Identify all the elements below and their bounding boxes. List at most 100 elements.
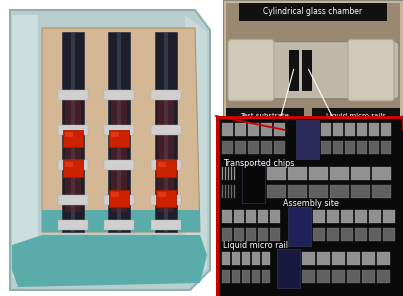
Bar: [341, 210, 353, 223]
FancyBboxPatch shape: [227, 41, 399, 99]
Bar: [234, 167, 235, 180]
Bar: [111, 192, 119, 197]
Bar: [372, 167, 391, 180]
Bar: [63, 130, 83, 147]
Bar: [252, 252, 260, 265]
Bar: [369, 228, 381, 241]
Bar: [312, 108, 400, 124]
Bar: [228, 185, 229, 198]
Bar: [235, 141, 246, 154]
Text: Liquid micro rails: Liquid micro rails: [326, 113, 386, 119]
Bar: [313, 210, 325, 223]
Bar: [289, 49, 299, 91]
Polygon shape: [158, 92, 174, 212]
Bar: [151, 220, 181, 230]
Bar: [357, 123, 367, 136]
Polygon shape: [42, 28, 200, 232]
Bar: [327, 228, 339, 241]
Text: Cylindrical glass chamber: Cylindrical glass chamber: [264, 7, 363, 17]
Bar: [302, 270, 315, 283]
Bar: [158, 192, 166, 197]
Bar: [369, 141, 379, 154]
Bar: [351, 185, 370, 198]
Bar: [104, 220, 134, 230]
Bar: [262, 270, 270, 283]
Bar: [274, 141, 285, 154]
Bar: [239, 3, 387, 21]
Bar: [151, 160, 181, 170]
Bar: [330, 185, 349, 198]
Bar: [381, 141, 391, 154]
Bar: [242, 164, 265, 203]
Text: Test substrate: Test substrate: [241, 113, 289, 119]
Bar: [104, 160, 134, 170]
Bar: [221, 166, 401, 201]
Bar: [261, 141, 272, 154]
Bar: [345, 141, 355, 154]
Bar: [156, 190, 176, 207]
Bar: [221, 209, 401, 244]
Bar: [321, 123, 331, 136]
Bar: [296, 120, 319, 159]
Bar: [288, 185, 307, 198]
Bar: [226, 3, 400, 127]
Bar: [362, 252, 375, 265]
Bar: [332, 270, 345, 283]
Bar: [246, 210, 256, 223]
Polygon shape: [65, 92, 81, 212]
Bar: [381, 123, 391, 136]
Bar: [222, 141, 233, 154]
Text: Liquid micro rail: Liquid micro rail: [223, 242, 288, 250]
Polygon shape: [111, 92, 127, 212]
Bar: [377, 252, 390, 265]
Bar: [223, 0, 403, 130]
Bar: [158, 162, 166, 167]
Bar: [221, 122, 401, 157]
Bar: [65, 162, 73, 167]
Bar: [317, 252, 330, 265]
Bar: [109, 130, 129, 147]
Bar: [301, 49, 312, 91]
Bar: [221, 251, 401, 286]
Bar: [267, 185, 286, 198]
Bar: [156, 160, 176, 177]
Bar: [111, 132, 119, 137]
Bar: [242, 252, 250, 265]
Bar: [104, 195, 134, 205]
Polygon shape: [42, 210, 200, 232]
Bar: [151, 90, 181, 100]
Bar: [383, 210, 395, 223]
Bar: [222, 210, 232, 223]
Bar: [216, 116, 403, 296]
Bar: [226, 108, 304, 124]
Bar: [232, 252, 240, 265]
Bar: [58, 90, 88, 100]
Bar: [277, 249, 300, 288]
Bar: [104, 125, 134, 135]
Bar: [225, 185, 226, 198]
Bar: [270, 228, 280, 241]
Bar: [355, 210, 367, 223]
Bar: [58, 220, 88, 230]
Polygon shape: [10, 10, 210, 290]
Bar: [288, 167, 307, 180]
Bar: [231, 167, 232, 180]
Bar: [270, 210, 280, 223]
Bar: [362, 270, 375, 283]
Bar: [357, 141, 367, 154]
Polygon shape: [12, 15, 38, 278]
Bar: [330, 167, 349, 180]
Bar: [235, 123, 246, 136]
Bar: [248, 123, 259, 136]
Bar: [104, 90, 134, 100]
Bar: [377, 270, 390, 283]
Polygon shape: [185, 15, 207, 285]
Bar: [222, 228, 232, 241]
Bar: [222, 185, 223, 198]
Bar: [242, 270, 250, 283]
Bar: [261, 123, 272, 136]
Bar: [219, 119, 403, 296]
Bar: [321, 141, 331, 154]
Bar: [58, 195, 88, 205]
Bar: [232, 270, 240, 283]
